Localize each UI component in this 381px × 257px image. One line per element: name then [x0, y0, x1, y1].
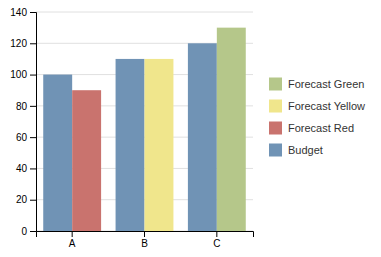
- tick-label: 0: [21, 226, 27, 237]
- tick-label: 120: [10, 38, 27, 49]
- x-axis: A B C: [37, 231, 254, 249]
- legend-swatch: [269, 78, 282, 91]
- tick-mark: [144, 231, 145, 237]
- tick-mark: [30, 137, 36, 138]
- legend-label: Forecast Yellow: [288, 100, 365, 112]
- bar-series: [72, 28, 246, 231]
- tick-mark: [30, 106, 36, 107]
- grid: [36, 12, 253, 231]
- tick: A: [69, 231, 76, 249]
- tick: C: [213, 231, 220, 249]
- bar: [43, 75, 72, 231]
- legend: Forecast Green Forecast Yellow Forecast Re…: [269, 78, 365, 157]
- legend-swatch: [269, 144, 282, 157]
- legend-swatch: [269, 100, 282, 113]
- tick: 100: [10, 69, 36, 80]
- bar: [116, 59, 145, 231]
- tick-mark: [30, 231, 36, 232]
- tick: 80: [16, 101, 36, 112]
- tick-label: B: [141, 238, 148, 249]
- tick-label: 140: [10, 7, 27, 18]
- legend-label: Forecast Red: [288, 122, 354, 134]
- tick: 140: [10, 7, 36, 18]
- legend-item: Forecast Green: [269, 78, 364, 91]
- y-axis: 0 20 40 60 80 100 120 140: [10, 7, 36, 237]
- bar: [72, 90, 101, 231]
- tick-mark: [30, 200, 36, 201]
- tick: 0: [21, 226, 36, 237]
- tick-label: A: [69, 238, 76, 249]
- tick-label: 80: [16, 101, 28, 112]
- bar: [217, 28, 246, 231]
- tick-label: 100: [10, 69, 27, 80]
- tick: 120: [10, 38, 36, 49]
- legend-item: Forecast Yellow: [269, 100, 365, 113]
- bars: [43, 28, 246, 231]
- tick-mark: [30, 43, 36, 44]
- legend-item: Forecast Red: [269, 122, 354, 135]
- legend-label: Forecast Green: [288, 78, 364, 90]
- axis-line: [37, 232, 254, 238]
- bar: [188, 43, 217, 231]
- tick-mark: [30, 168, 36, 169]
- legend-item: Budget: [269, 144, 323, 157]
- bar: [145, 59, 174, 231]
- bar-series: [43, 43, 217, 231]
- tick-label: 40: [16, 163, 28, 174]
- tick-label: 20: [16, 194, 28, 205]
- tick-label: 60: [16, 132, 28, 143]
- tick-label: C: [213, 238, 220, 249]
- chart: 020406080100120140ABCForecast GreenForec…: [0, 0, 381, 257]
- legend-swatch: [269, 122, 282, 135]
- legend-label: Budget: [288, 144, 323, 156]
- axis-line: [30, 13, 37, 232]
- tick: 40: [16, 163, 36, 174]
- tick: B: [141, 231, 148, 249]
- tick: 20: [16, 194, 36, 205]
- tick-mark: [72, 231, 73, 237]
- tick-mark: [30, 75, 36, 76]
- tick: 60: [16, 132, 36, 143]
- grid-line: [36, 12, 253, 13]
- tick-mark: [216, 231, 217, 237]
- plot: 0 20 40 60 80 100 120 140 A B C: [10, 7, 253, 249]
- tick-mark: [30, 12, 36, 13]
